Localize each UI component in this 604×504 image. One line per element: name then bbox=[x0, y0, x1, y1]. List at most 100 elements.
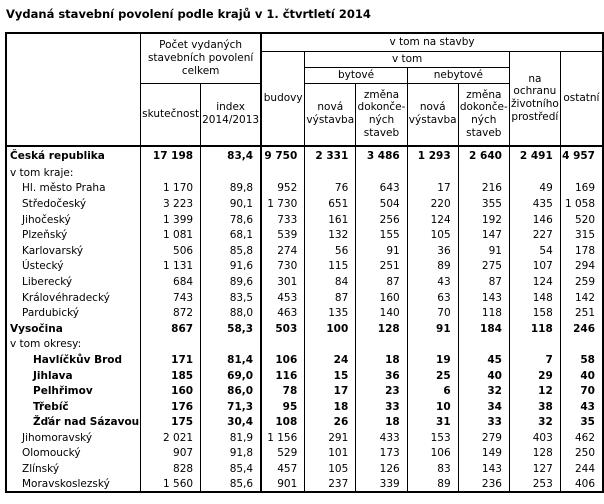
row-label: Zlínský bbox=[5, 461, 142, 477]
cell-nebytove-nova bbox=[406, 336, 459, 353]
cell-bytove-nova: 161 bbox=[304, 211, 357, 228]
cell-bytove-zmena: 23 bbox=[355, 383, 408, 399]
cell-ochrana: 12 bbox=[508, 383, 561, 399]
cell-ochrana: 118 bbox=[508, 320, 561, 337]
header-nebytove: nebytové bbox=[406, 66, 510, 84]
cell-nebytove-zmena: 91 bbox=[457, 242, 510, 259]
cell-index bbox=[200, 165, 262, 181]
cell-nebytove-zmena bbox=[457, 165, 510, 181]
cell-nebytove-zmena: 184 bbox=[457, 320, 510, 337]
cell-ochrana: 29 bbox=[508, 367, 561, 384]
cell-index: 86,0 bbox=[200, 383, 262, 399]
cell-bytove-nova: 101 bbox=[304, 445, 357, 462]
cell-budovy bbox=[260, 336, 306, 353]
cell-ochrana: 253 bbox=[508, 476, 561, 493]
cell-index: 85,8 bbox=[200, 242, 262, 259]
cell-nebytove-zmena: 355 bbox=[457, 196, 510, 212]
cell-nebytove-zmena: 87 bbox=[457, 274, 510, 290]
cell-skutecnost: 160 bbox=[140, 383, 202, 399]
cell-budovy: 78 bbox=[260, 383, 306, 399]
cell-bytove-zmena: 33 bbox=[355, 398, 408, 415]
header-empty-corner bbox=[5, 32, 142, 147]
cell-nebytove-nova: 19 bbox=[406, 352, 459, 368]
cell-budovy: 453 bbox=[260, 289, 306, 306]
header-nebytove-zmena: změna dokonče- ných staveb bbox=[457, 82, 510, 147]
cell-bytove-zmena: 173 bbox=[355, 445, 408, 462]
cell-index: 30,4 bbox=[200, 414, 262, 431]
table-row: Zlínský 828 85,4 457 105 126 83 143 127 244 bbox=[5, 461, 604, 477]
cell-bytove-nova: 18 bbox=[304, 398, 357, 415]
cell-index: 68,1 bbox=[200, 227, 262, 243]
cell-nebytove-zmena: 149 bbox=[457, 445, 510, 462]
cell-ostatni: 1 058 bbox=[559, 196, 604, 212]
cell-budovy: 1 730 bbox=[260, 196, 306, 212]
cell-bytove-zmena: 339 bbox=[355, 476, 408, 493]
cell-bytove-nova: 135 bbox=[304, 305, 357, 321]
cell-bytove-zmena: 3 486 bbox=[355, 146, 408, 165]
cell-ochrana: 2 491 bbox=[508, 146, 561, 165]
table-row: Česká republika 17 198 83,4 9 750 2 331 3 486… bbox=[5, 146, 604, 165]
cell-ostatni: 520 bbox=[559, 211, 604, 228]
cell-nebytove-nova: 106 bbox=[406, 445, 459, 462]
table-row: Jihočeský 1 399 78,6 733 161 256 124 192 146 520 bbox=[5, 211, 604, 228]
cell-budovy: 274 bbox=[260, 242, 306, 259]
header-skutecnost: skutečnost bbox=[140, 82, 202, 147]
cell-bytove-nova bbox=[304, 165, 357, 181]
cell-ochrana: 38 bbox=[508, 398, 561, 415]
cell-bytove-nova: 76 bbox=[304, 180, 357, 197]
row-label: Jihlava bbox=[5, 367, 142, 384]
table-row: Liberecký 684 89,6 301 84 87 43 87 124 259 bbox=[5, 274, 604, 290]
cell-nebytove-nova: 43 bbox=[406, 274, 459, 290]
row-label: Pelhřimov bbox=[5, 383, 142, 399]
table-row: Třebíč 176 71,3 95 18 33 10 34 38 43 bbox=[5, 398, 604, 415]
cell-ochrana: 54 bbox=[508, 242, 561, 259]
table-header: Počet vydaných stavebních povolení celke… bbox=[5, 32, 604, 147]
cell-bytove-zmena: 251 bbox=[355, 258, 408, 275]
cell-nebytove-zmena: 236 bbox=[457, 476, 510, 493]
cell-ochrana: 7 bbox=[508, 352, 561, 368]
cell-bytove-nova: 2 331 bbox=[304, 146, 357, 165]
cell-skutecnost: 828 bbox=[140, 461, 202, 477]
table-row: Plzeňský 1 081 68,1 539 132 155 105 147 227 315 bbox=[5, 227, 604, 243]
cell-nebytove-nova: 70 bbox=[406, 305, 459, 321]
cell-ostatni: 43 bbox=[559, 398, 604, 415]
table-row: Moravskoslezský 1 560 85,6 901 237 339 89 236 25… bbox=[5, 476, 604, 493]
cell-bytove-nova: 15 bbox=[304, 367, 357, 384]
cell-nebytove-nova: 1 293 bbox=[406, 146, 459, 165]
table-row: Středočeský 3 223 90,1 1 730 651 504 220 355 435… bbox=[5, 196, 604, 212]
cell-nebytove-zmena: 33 bbox=[457, 414, 510, 431]
row-label: Moravskoslezský bbox=[5, 476, 142, 493]
row-label: Pardubický bbox=[5, 305, 142, 321]
cell-skutecnost: 907 bbox=[140, 445, 202, 462]
cell-skutecnost: 872 bbox=[140, 305, 202, 321]
cell-nebytove-zmena: 2 640 bbox=[457, 146, 510, 165]
cell-index: 88,0 bbox=[200, 305, 262, 321]
row-label: Jihomoravský bbox=[5, 430, 142, 446]
cell-bytove-nova: 56 bbox=[304, 242, 357, 259]
cell-bytove-nova: 17 bbox=[304, 383, 357, 399]
cell-budovy: 730 bbox=[260, 258, 306, 275]
cell-bytove-zmena: 256 bbox=[355, 211, 408, 228]
cell-bytove-zmena: 87 bbox=[355, 274, 408, 290]
cell-nebytove-zmena: 279 bbox=[457, 430, 510, 446]
cell-nebytove-nova: 83 bbox=[406, 461, 459, 477]
row-label: Plzeňský bbox=[5, 227, 142, 243]
cell-nebytove-nova: 31 bbox=[406, 414, 459, 431]
cell-bytove-zmena: 140 bbox=[355, 305, 408, 321]
cell-budovy: 108 bbox=[260, 414, 306, 431]
cell-budovy: 95 bbox=[260, 398, 306, 415]
row-label: v tom kraje: bbox=[5, 165, 142, 181]
cell-ochrana: 32 bbox=[508, 414, 561, 431]
cell-skutecnost: 176 bbox=[140, 398, 202, 415]
cell-bytove-zmena: 128 bbox=[355, 320, 408, 337]
cell-budovy: 106 bbox=[260, 352, 306, 368]
table-row: v tom okresy: bbox=[5, 336, 604, 353]
cell-budovy: 463 bbox=[260, 305, 306, 321]
cell-ochrana: 148 bbox=[508, 289, 561, 306]
cell-nebytove-nova: 10 bbox=[406, 398, 459, 415]
cell-ostatni: 250 bbox=[559, 445, 604, 462]
cell-budovy: 901 bbox=[260, 476, 306, 493]
cell-budovy: 9 750 bbox=[260, 146, 306, 165]
cell-budovy bbox=[260, 165, 306, 181]
table-row: Jihomoravský 2 021 81,9 1 156 291 433 153 279 40… bbox=[5, 430, 604, 446]
